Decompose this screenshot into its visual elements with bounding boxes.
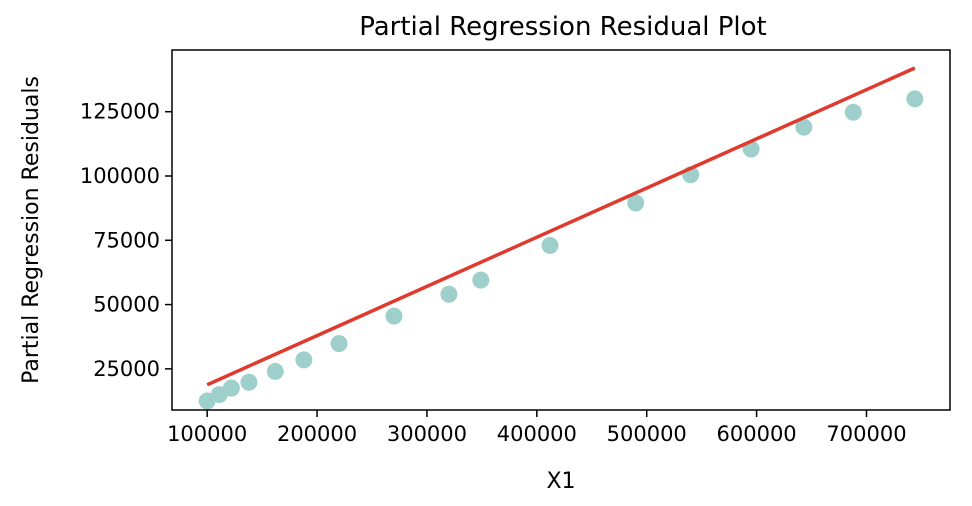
y-tick-label: 75000: [93, 228, 160, 252]
data-point: [385, 307, 403, 325]
x-tick-label: 400000: [497, 422, 577, 446]
x-axis-label: X1: [546, 469, 575, 494]
data-point: [627, 194, 645, 212]
data-point: [222, 379, 240, 397]
data-point: [906, 90, 924, 108]
x-axis: 100000 200000 300000 400000 500000 600000 7000…: [167, 410, 907, 446]
data-point: [541, 236, 559, 254]
x-tick-label: 500000: [607, 422, 687, 446]
data-point: [295, 351, 313, 369]
y-tick-label: 50000: [93, 293, 160, 317]
x-tick-label: 200000: [277, 422, 357, 446]
y-axis-label: Partial Regression Residuals: [19, 76, 44, 384]
x-tick-label: 700000: [826, 422, 906, 446]
data-point: [472, 271, 490, 289]
data-point: [795, 118, 813, 136]
y-tick-label: 100000: [80, 164, 160, 188]
data-point: [330, 335, 348, 353]
chart-title: Partial Regression Residual Plot: [359, 12, 767, 42]
y-axis: 25000 50000 75000 100000 125000: [80, 100, 172, 381]
data-point: [266, 362, 284, 380]
y-tick-label: 125000: [80, 100, 160, 124]
regression-line: [206, 66, 916, 387]
plot-frame: [171, 49, 951, 411]
plot-area: [198, 66, 924, 410]
data-point: [440, 285, 458, 303]
x-tick-label: 600000: [717, 422, 797, 446]
x-tick-label: 100000: [167, 422, 247, 446]
x-tick-label: 300000: [387, 422, 467, 446]
data-point: [240, 373, 258, 391]
y-tick-label: 25000: [93, 357, 160, 381]
data-point: [844, 103, 862, 121]
